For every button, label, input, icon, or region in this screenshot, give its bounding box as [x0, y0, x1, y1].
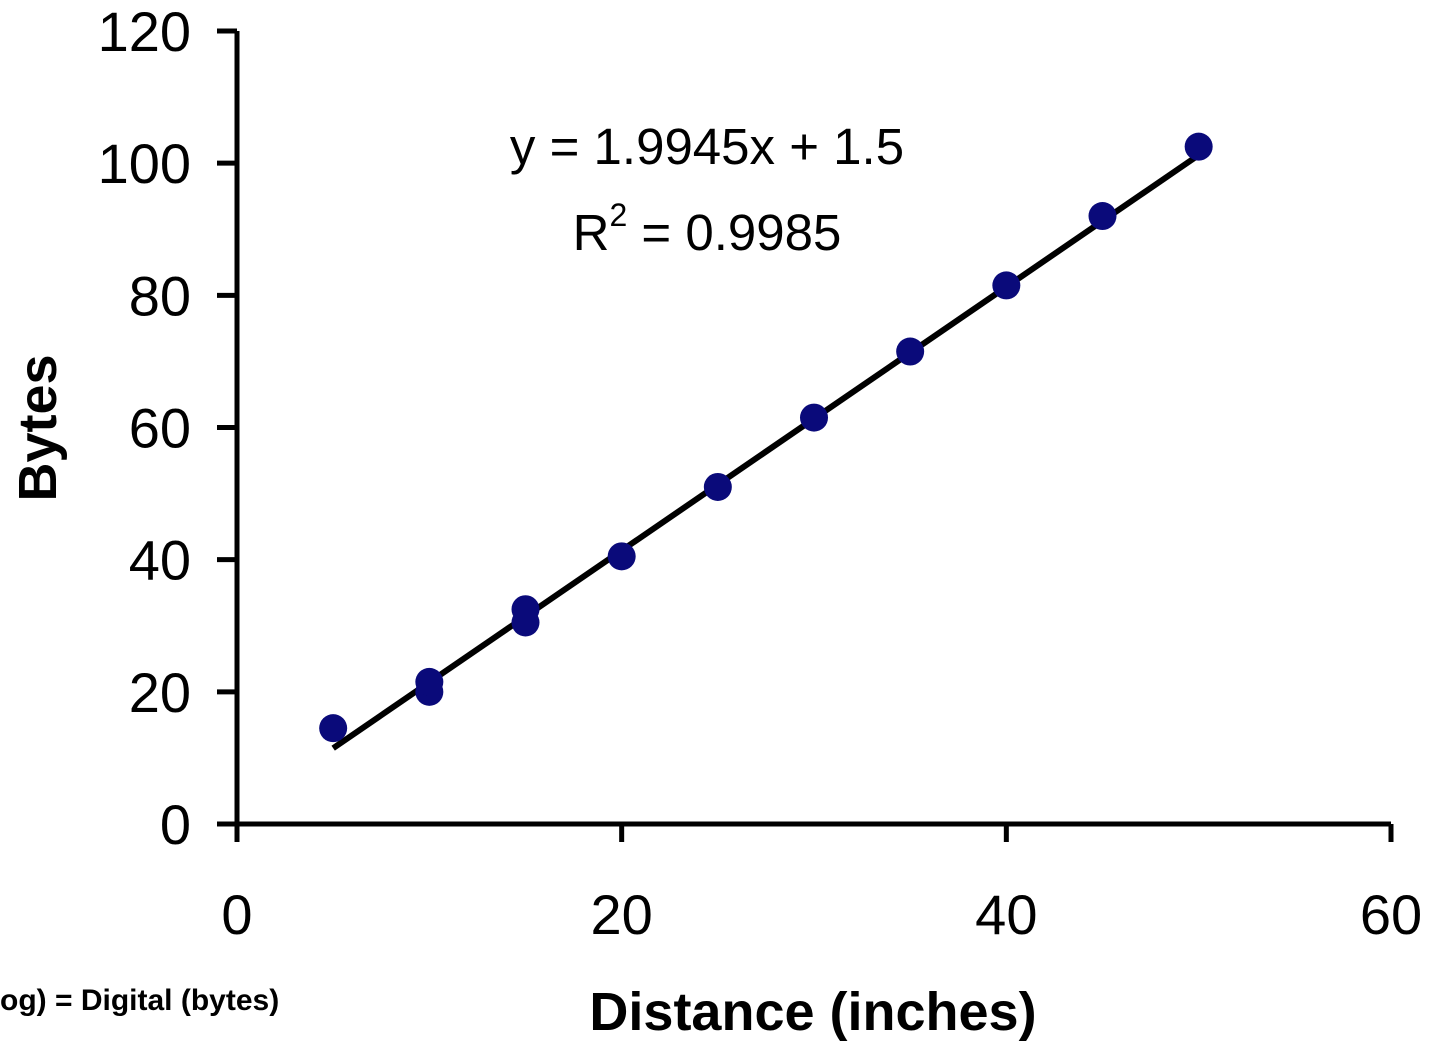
data-point — [896, 337, 925, 366]
trendline-r-squared: R2 = 0.9985 — [573, 197, 842, 261]
data-point — [511, 595, 540, 624]
r-squared-symbol: R — [573, 204, 610, 261]
x-tick-label: 20 — [591, 883, 653, 946]
y-tick-label: 40 — [129, 529, 191, 592]
y-tick-label: 60 — [129, 397, 191, 460]
r-squared-value: = 0.9985 — [627, 204, 841, 261]
y-tick-label: 0 — [160, 793, 191, 856]
y-tick-label: 120 — [98, 0, 191, 63]
data-point — [992, 271, 1021, 300]
data-point — [1088, 202, 1117, 231]
trendline — [331, 152, 1201, 751]
footnote: og) = Digital (bytes) — [0, 984, 280, 1017]
data-point — [607, 542, 636, 571]
tick-labels: 0 20 40 60 80 100 120 0 20 40 60 — [98, 0, 1423, 946]
data-point — [1184, 132, 1213, 161]
data-points — [319, 132, 1213, 743]
x-tick-label: 60 — [1360, 883, 1422, 946]
y-tick-label: 80 — [129, 264, 191, 327]
x-tick-label: 40 — [975, 883, 1037, 946]
trendline-equation: y = 1.9945x + 1.5 — [510, 118, 904, 175]
data-point — [703, 472, 732, 501]
x-axis-title: Distance (inches) — [589, 982, 1036, 1042]
y-tick-label: 20 — [129, 661, 191, 724]
x-tick-label: 0 — [221, 883, 252, 946]
y-tick-label: 100 — [98, 132, 191, 195]
y-axis-title: Bytes — [8, 354, 68, 501]
data-point — [415, 667, 444, 696]
data-point — [319, 714, 348, 743]
data-point — [800, 403, 828, 432]
r-squared-superscript: 2 — [609, 197, 627, 233]
tick-marks — [217, 28, 1394, 842]
